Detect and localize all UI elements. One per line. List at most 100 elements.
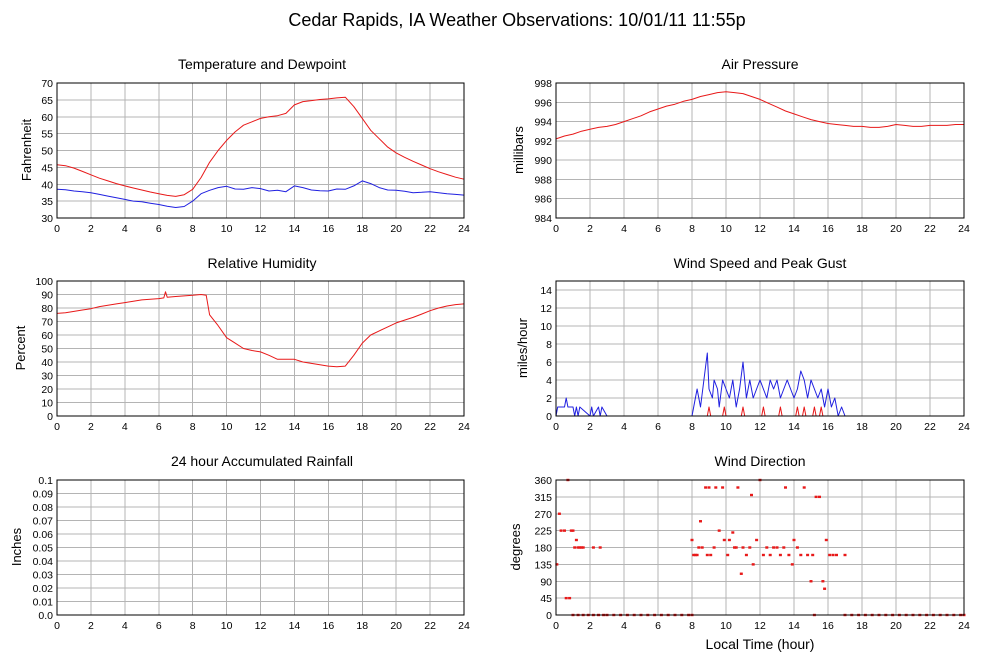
- y-axis-label-pressure: millibars: [511, 126, 526, 174]
- x-tick-label: 4: [621, 421, 627, 433]
- data-point: [574, 538, 578, 542]
- x-tick-label: 14: [788, 421, 800, 433]
- x-tick-label: 0: [553, 620, 559, 632]
- x-tick-label: 0: [54, 421, 60, 433]
- plot-frame: [555, 479, 965, 616]
- y-tick-label: 0.06: [33, 529, 54, 541]
- plot-frame: [555, 280, 965, 417]
- y-tick-label: 14: [540, 285, 552, 297]
- x-tick-label: 4: [621, 620, 627, 632]
- y-tick-label: 45: [540, 593, 552, 605]
- chart-title-wind-direction: Wind Direction: [714, 453, 805, 469]
- y-tick-label: 0.0: [38, 610, 53, 622]
- data-point: [721, 486, 725, 489]
- page-title: Cedar Rapids, IA Weather Observations: 1…: [288, 10, 745, 30]
- y-tick-label: 2: [546, 393, 552, 405]
- y-tick-label: 0.1: [38, 475, 53, 487]
- series-line-0: [56, 291, 465, 368]
- y-tick-label: 992: [534, 136, 552, 148]
- data-point: [733, 546, 736, 549]
- y-tick-label: 0: [47, 411, 53, 423]
- data-point: [693, 553, 697, 557]
- data-point: [831, 553, 835, 557]
- panel-humidity: Relative Humidity Percent 0 2 4 6 8 10 12 14 16 1…: [13, 255, 470, 433]
- y-tick-label: 90: [540, 576, 552, 588]
- x-axis-label-local-time: Local Time (hour): [706, 636, 815, 652]
- x-tick-label: 20: [890, 620, 902, 632]
- data-point: [795, 546, 799, 549]
- data-point: [697, 546, 701, 549]
- data-point: [557, 512, 561, 515]
- y-tick-label: 50: [41, 344, 53, 356]
- y-tick-label: 70: [41, 317, 53, 329]
- series-line-0: [555, 91, 964, 140]
- x-tick-label: 4: [122, 223, 128, 235]
- x-tick-label: 0: [553, 223, 559, 235]
- data-point: [772, 546, 776, 549]
- x-tick-label: 12: [255, 620, 267, 632]
- data-point: [564, 596, 568, 600]
- y-tick-label: 6: [546, 357, 552, 369]
- x-tick-label: 0: [54, 620, 60, 632]
- y-axis-label-humidity: Percent: [13, 325, 28, 370]
- x-tick-label: 6: [156, 620, 162, 632]
- x-tick-label: 8: [190, 223, 196, 235]
- data-point: [707, 486, 711, 489]
- x-tick-label: 4: [122, 421, 128, 433]
- y-tick-label: 0.08: [33, 502, 54, 514]
- y-axis-label-rainfall: Inches: [9, 527, 24, 566]
- data-point: [559, 529, 563, 532]
- y-tick-label: 0: [546, 411, 552, 423]
- chart-title-humidity: Relative Humidity: [208, 255, 317, 271]
- y-tick-label: 60: [41, 112, 53, 124]
- data-point: [739, 572, 743, 575]
- x-tick-label: 8: [190, 421, 196, 433]
- data-point: [814, 495, 818, 499]
- y-tick-label: 990: [534, 155, 552, 167]
- x-tick-label: 24: [458, 620, 470, 632]
- data-point: [784, 486, 787, 489]
- y-tick-label: 65: [41, 95, 53, 107]
- x-tick-label: 22: [924, 223, 936, 235]
- y-tick-label: 135: [534, 559, 552, 571]
- x-tick-label: 12: [754, 620, 766, 632]
- data-point: [563, 529, 566, 532]
- data-point: [750, 493, 753, 497]
- data-point: [835, 553, 838, 557]
- x-tick-label: 18: [356, 620, 368, 632]
- y-tick-label: 35: [41, 196, 53, 208]
- x-tick-label: 18: [856, 620, 868, 632]
- x-tick-label: 0: [54, 223, 60, 235]
- data-point: [581, 546, 585, 549]
- panel-wind-direction: Wind Direction degrees 0 2 4 6 8 10 12 14 16 18 20…: [508, 453, 970, 652]
- data-point: [731, 531, 735, 534]
- y-tick-label: 30: [41, 213, 53, 225]
- x-tick-label: 6: [655, 223, 661, 235]
- series-line-0: [56, 96, 465, 197]
- data-point: [555, 563, 559, 566]
- x-tick-label: 8: [689, 620, 695, 632]
- x-tick-label: 2: [587, 620, 593, 632]
- y-tick-label: 40: [41, 179, 53, 191]
- plot-frame: [56, 280, 465, 417]
- series-line-1: [556, 406, 964, 417]
- x-tick-label: 14: [788, 223, 800, 235]
- x-tick-label: 12: [754, 223, 766, 235]
- data-point: [809, 580, 813, 583]
- data-point: [704, 486, 708, 489]
- data-point: [591, 546, 595, 549]
- data-point: [717, 529, 721, 532]
- x-tick-label: 18: [856, 421, 868, 433]
- y-tick-label: 70: [41, 78, 53, 90]
- x-tick-label: 12: [255, 421, 267, 433]
- data-point: [568, 596, 572, 600]
- data-point: [778, 553, 782, 557]
- data-point: [736, 486, 740, 489]
- x-tick-label: 16: [322, 421, 334, 433]
- x-tick-label: 4: [122, 620, 128, 632]
- data-point: [571, 529, 575, 532]
- x-tick-label: 2: [88, 421, 94, 433]
